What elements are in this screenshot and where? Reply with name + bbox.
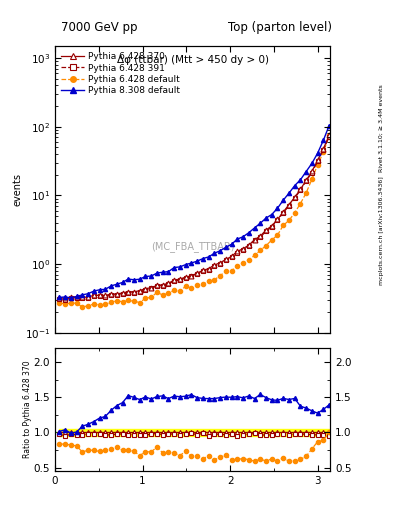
Text: Rivet 3.1.10; ≥ 3.4M events: Rivet 3.1.10; ≥ 3.4M events [379, 84, 384, 172]
Text: 7000 GeV pp: 7000 GeV pp [61, 22, 138, 34]
Text: Top (parton level): Top (parton level) [228, 22, 332, 34]
Text: mcplots.cern.ch [arXiv:1306.3436]: mcplots.cern.ch [arXiv:1306.3436] [379, 176, 384, 285]
Text: Δφ (ttbar) (Mtt > 450 dy > 0): Δφ (ttbar) (Mtt > 450 dy > 0) [117, 55, 268, 65]
Text: (MC_FBA_TTBAR): (MC_FBA_TTBAR) [151, 241, 234, 252]
Y-axis label: Ratio to Pythia 6.428 370: Ratio to Pythia 6.428 370 [23, 361, 32, 458]
Legend: Pythia 6.428 370, Pythia 6.428 391, Pythia 6.428 default, Pythia 8.308 default: Pythia 6.428 370, Pythia 6.428 391, Pyth… [59, 51, 182, 97]
Y-axis label: events: events [12, 173, 22, 206]
